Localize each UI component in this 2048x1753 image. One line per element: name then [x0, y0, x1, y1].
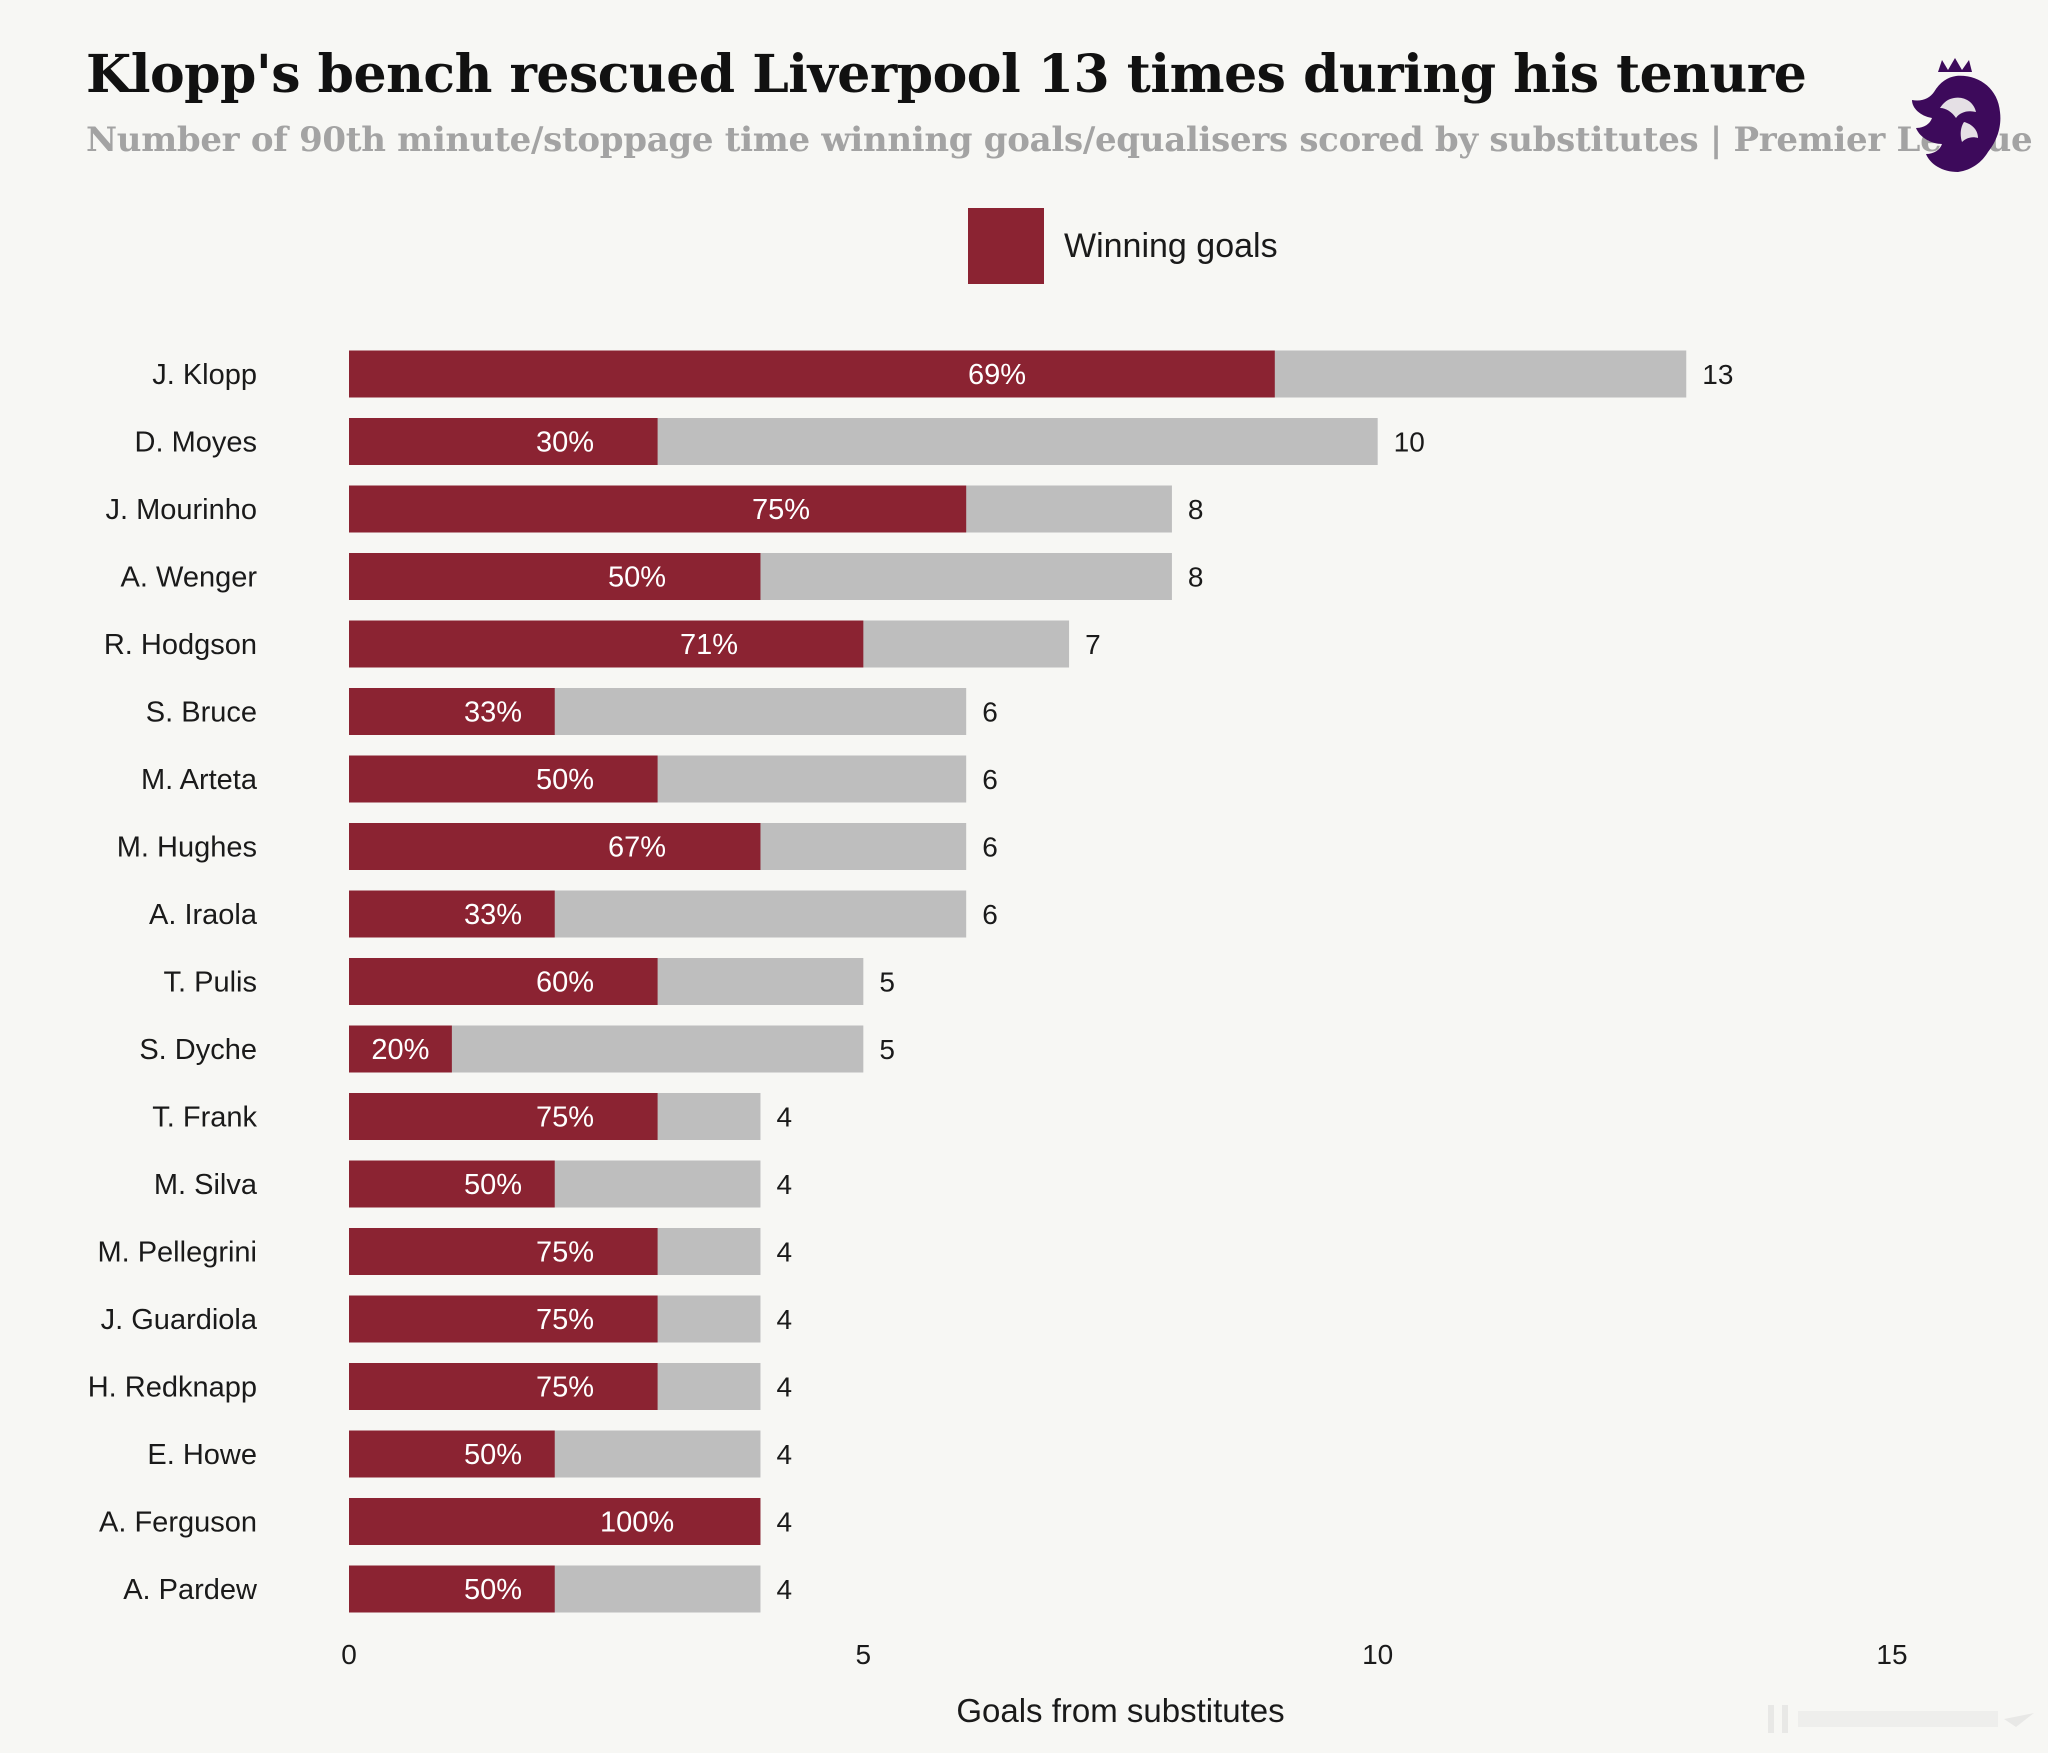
x-axis-label: Goals from substitutes	[956, 1692, 1284, 1729]
category-label: S. Dyche	[139, 1034, 257, 1066]
data-label-total: 10	[1394, 427, 1425, 458]
data-label-percent: 75%	[536, 1102, 594, 1134]
watermark-icon	[1768, 1705, 2034, 1733]
data-label-total: 4	[776, 1237, 792, 1268]
data-label-percent: 50%	[608, 562, 666, 594]
data-label-total: 6	[982, 832, 998, 863]
data-label-total: 4	[776, 1169, 792, 1200]
data-label-percent: 50%	[464, 1439, 522, 1471]
category-label: J. Mourinho	[105, 494, 257, 526]
bar-winning	[349, 620, 864, 668]
data-label-percent: 100%	[600, 1507, 674, 1539]
data-label-percent: 50%	[464, 1574, 522, 1606]
data-label-percent: 60%	[536, 967, 594, 999]
data-label-percent: 75%	[536, 1304, 594, 1336]
data-label-total: 5	[879, 1034, 895, 1065]
premier-league-lion-icon	[1912, 58, 2001, 172]
data-label-percent: 75%	[536, 1237, 594, 1269]
category-label: R. Hodgson	[104, 629, 257, 661]
bar-winning	[349, 1430, 555, 1478]
category-label: M. Hughes	[117, 832, 257, 864]
data-label-total: 4	[776, 1439, 792, 1470]
bar-winning	[349, 1498, 761, 1545]
data-label-percent: 67%	[608, 832, 666, 864]
data-label-percent: 20%	[371, 1034, 429, 1066]
bar-winning	[349, 1363, 658, 1410]
bar-winning	[349, 418, 658, 465]
bar-winning	[349, 553, 761, 600]
x-tick-label: 5	[856, 1639, 872, 1670]
chart-subtitle: Number of 90th minute/stoppage time winn…	[86, 120, 2033, 160]
bar-winning	[349, 1160, 555, 1208]
data-label-percent: 50%	[536, 764, 594, 796]
data-label-total: 6	[982, 697, 998, 728]
data-label-percent: 33%	[464, 697, 522, 729]
bar-winning	[349, 485, 967, 533]
bar-winning	[349, 890, 555, 938]
bar-winning	[349, 1295, 658, 1343]
bar-winning	[349, 823, 761, 870]
category-label: D. Moyes	[135, 427, 257, 459]
data-label-percent: 50%	[464, 1169, 522, 1201]
data-label-total: 13	[1702, 359, 1733, 390]
category-label: E. Howe	[147, 1439, 257, 1471]
legend: Winning goals	[968, 208, 1278, 284]
chart-title: Klopp's bench rescued Liverpool 13 times…	[86, 44, 1807, 105]
data-label-total: 6	[982, 764, 998, 795]
data-label-total: 5	[879, 967, 895, 998]
category-label: T. Frank	[152, 1102, 257, 1134]
data-label-total: 4	[776, 1507, 792, 1538]
category-label: J. Guardiola	[101, 1304, 258, 1336]
category-label: M. Silva	[154, 1169, 258, 1201]
data-label-total: 4	[776, 1372, 792, 1403]
category-label: A. Wenger	[121, 562, 258, 594]
bar-winning	[349, 958, 658, 1005]
data-label-percent: 69%	[968, 359, 1026, 391]
bar-winning	[349, 755, 658, 803]
category-label: A. Iraola	[149, 899, 258, 931]
data-label-percent: 75%	[752, 494, 810, 526]
data-label-total: 4	[776, 1574, 792, 1605]
data-label-percent: 75%	[536, 1372, 594, 1404]
bar-winning	[349, 1565, 555, 1613]
legend-swatch-winning-goals	[968, 208, 1044, 284]
data-label-total: 4	[776, 1102, 792, 1133]
category-label: S. Bruce	[146, 697, 257, 729]
legend-label: Winning goals	[1064, 226, 1278, 265]
category-label: M. Pellegrini	[97, 1237, 257, 1269]
bar-winning	[349, 1228, 658, 1275]
x-tick-label: 0	[341, 1639, 357, 1670]
x-tick-label: 15	[1876, 1639, 1907, 1670]
category-label: M. Arteta	[141, 764, 258, 796]
category-label: A. Pardew	[123, 1574, 258, 1606]
category-label: J. Klopp	[152, 359, 257, 391]
data-label-percent: 33%	[464, 899, 522, 931]
data-label-total: 4	[776, 1304, 792, 1335]
category-label: A. Ferguson	[99, 1507, 257, 1539]
data-label-total: 8	[1188, 494, 1204, 525]
x-tick-label: 10	[1362, 1639, 1393, 1670]
bar-winning	[349, 350, 1275, 398]
data-label-percent: 71%	[680, 629, 738, 661]
data-label-total: 7	[1085, 629, 1101, 660]
data-label-total: 6	[982, 899, 998, 930]
bar-winning	[349, 688, 555, 735]
bar-winning	[349, 1093, 658, 1140]
data-label-total: 8	[1188, 562, 1204, 593]
category-label: H. Redknapp	[88, 1372, 257, 1404]
bar-winning	[349, 1025, 452, 1073]
category-label: T. Pulis	[164, 967, 257, 999]
data-label-percent: 30%	[536, 427, 594, 459]
